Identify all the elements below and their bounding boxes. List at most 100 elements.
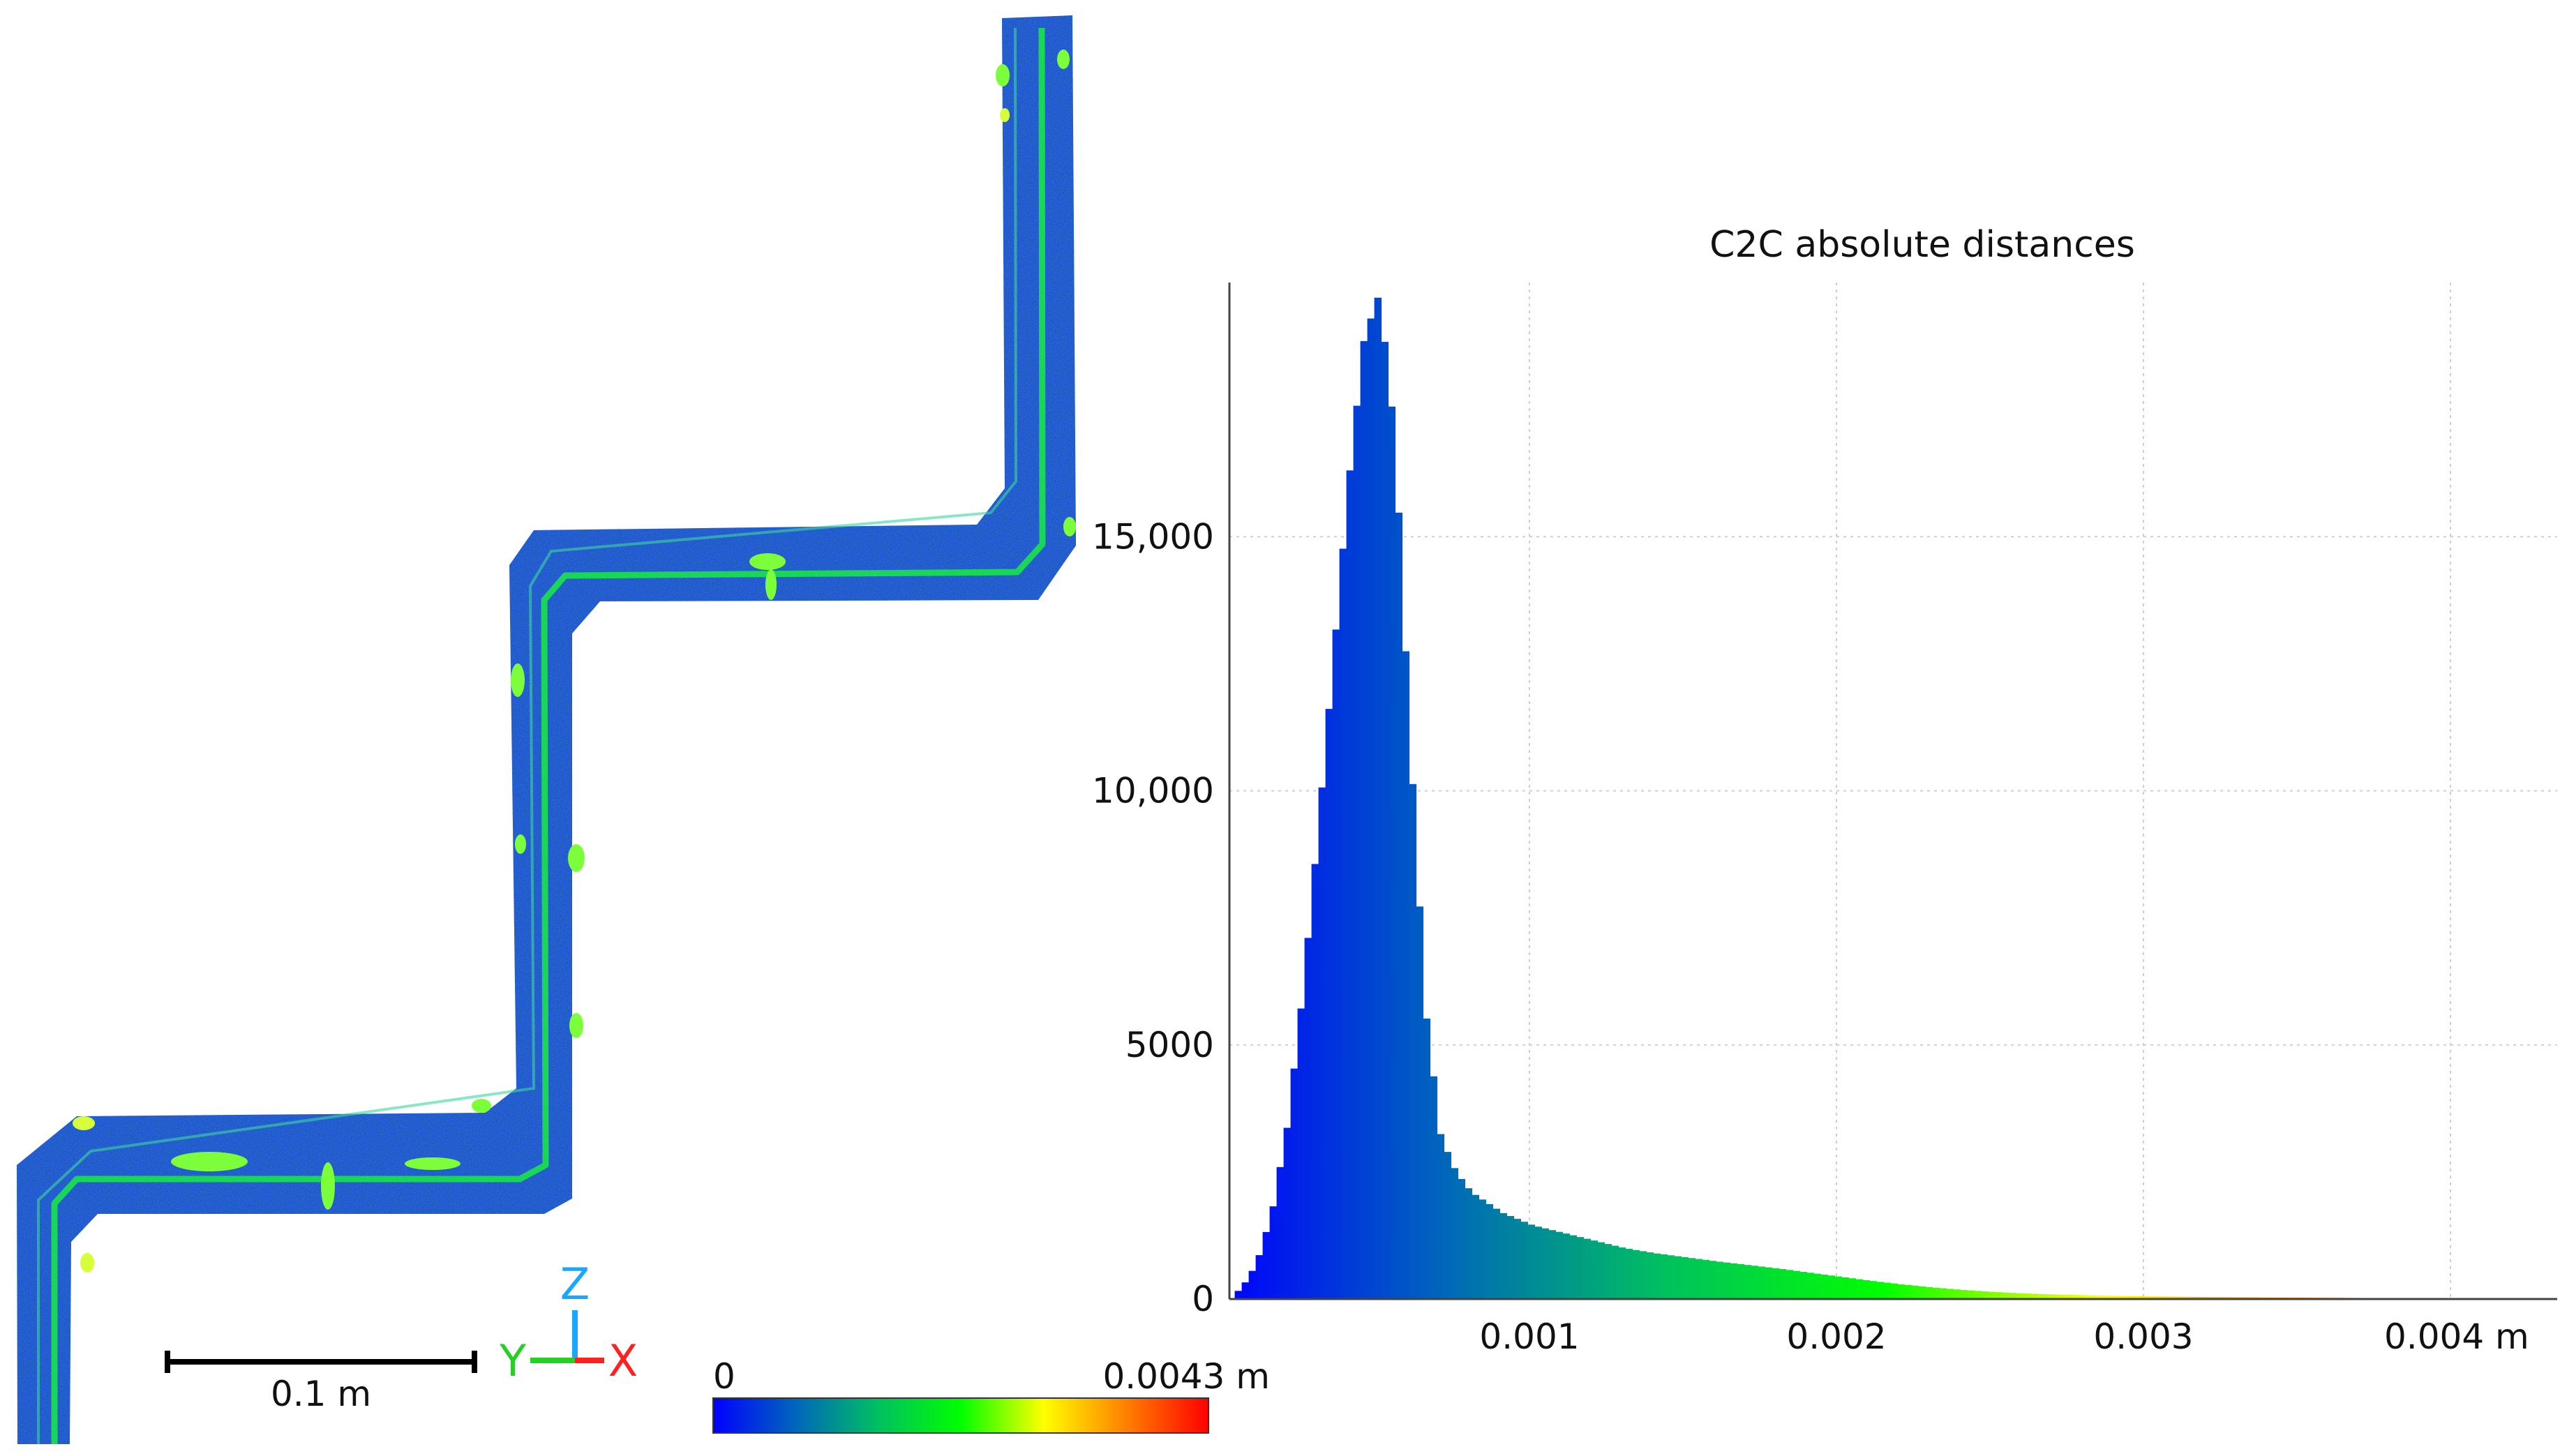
histogram-bar — [1409, 783, 1417, 1299]
x-tick-label: 0.003 — [2093, 1316, 2193, 1357]
histogram-bar — [1862, 1279, 1871, 1299]
histogram-bar — [1374, 297, 1382, 1299]
histogram-bar — [1437, 1134, 1445, 1299]
histogram-bar — [2065, 1294, 2073, 1299]
histogram-bar — [1255, 1255, 1264, 1299]
histogram-bar — [1967, 1290, 1975, 1299]
axis-z-letter: Z — [560, 1259, 590, 1309]
histogram-bar — [1485, 1203, 1494, 1299]
histogram-bar — [1827, 1275, 1836, 1299]
color-scale-max-label: 0.0043 m — [1102, 1356, 1270, 1397]
histogram-bar — [1541, 1228, 1550, 1299]
histogram-bar — [1723, 1262, 1731, 1299]
histogram-bar — [1479, 1199, 1487, 1299]
histogram-bar — [1737, 1263, 1745, 1299]
histogram-bar — [2183, 1296, 2192, 1299]
track-hotspots — [73, 50, 1076, 1273]
histogram-bar — [1562, 1233, 1571, 1299]
histogram-bar — [1492, 1208, 1501, 1299]
histogram-bar — [1576, 1237, 1585, 1299]
histogram-bar — [1674, 1256, 1682, 1299]
histogram-bar — [1590, 1240, 1599, 1299]
histogram-chart: C2C absolute distances 0 5000 10,000 15,000… — [1092, 224, 2557, 1357]
histogram-bar — [2141, 1296, 2150, 1299]
histogram-bar — [1702, 1259, 1710, 1299]
histogram-bar — [2023, 1293, 2031, 1299]
histogram-bar — [1960, 1289, 1968, 1299]
histogram-bar — [1360, 340, 1368, 1299]
axis-triad: Z Y X — [499, 1259, 638, 1386]
histogram-bar — [1597, 1242, 1605, 1299]
histogram-bar — [1262, 1231, 1271, 1299]
histogram-bar — [1395, 512, 1403, 1300]
histogram-bar — [1876, 1282, 1885, 1299]
histogram-bar — [1890, 1283, 1899, 1299]
point-cloud-view[interactable] — [17, 15, 1076, 1444]
histogram-bar — [1241, 1282, 1250, 1299]
y-tick-label: 15,000 — [1092, 516, 1214, 557]
color-scale-bar — [712, 1397, 1209, 1434]
histogram-bar — [2009, 1293, 2017, 1299]
y-tick-label: 5000 — [1125, 1025, 1214, 1065]
color-scale-min-label: 0 — [713, 1356, 735, 1397]
histogram-bar — [1534, 1226, 1543, 1299]
histogram-bar — [2176, 1296, 2185, 1299]
histogram-bar — [1297, 1008, 1305, 1299]
histogram-bar — [1988, 1291, 1996, 1299]
histogram-bar — [1904, 1284, 1912, 1299]
histogram-bar — [1472, 1194, 1480, 1299]
histogram-bar — [1569, 1235, 1578, 1299]
histogram-bar — [1318, 787, 1326, 1299]
histogram-bar — [2120, 1296, 2129, 1299]
histogram-bar — [1660, 1254, 1668, 1299]
histogram-bar — [1855, 1279, 1864, 1299]
histogram-bar — [1632, 1249, 1640, 1299]
histogram-bar — [1283, 1127, 1292, 1299]
histogram-bar — [1939, 1288, 1947, 1299]
histogram-bar — [1744, 1265, 1752, 1299]
histogram-bar — [2044, 1294, 2052, 1299]
histogram-bar — [1339, 548, 1347, 1299]
histogram-bar — [1506, 1215, 1515, 1299]
histogram-bar — [1848, 1278, 1857, 1299]
histogram-bar — [1688, 1258, 1696, 1299]
histogram-bar — [2099, 1296, 2108, 1299]
histogram-bar — [1806, 1273, 1815, 1299]
histogram-bar — [1730, 1263, 1738, 1299]
histogram-bar — [1402, 651, 1410, 1299]
histogram-bar — [2058, 1294, 2066, 1299]
histogram-bar — [2148, 1296, 2157, 1299]
histogram-bar — [2190, 1296, 2199, 1299]
axis-y-letter: Y — [499, 1335, 526, 1386]
histogram-bar — [1513, 1219, 1522, 1299]
histogram-bar — [2072, 1295, 2080, 1299]
histogram-bar — [2169, 1296, 2178, 1299]
histogram-bar — [2051, 1294, 2059, 1299]
x-tick-labels: 0.001 0.002 0.003 0.004 m — [1479, 1316, 2529, 1357]
histogram-bar — [1911, 1285, 1919, 1299]
scale-bar: 0.1 m — [165, 1351, 477, 1414]
y-tick-label: 10,000 — [1092, 771, 1214, 811]
histogram-bar — [1346, 470, 1354, 1300]
chart-title: C2C absolute distances — [1709, 224, 2135, 266]
histogram-bar — [2093, 1295, 2101, 1299]
histogram-bar — [1709, 1261, 1717, 1299]
histogram-bar — [1416, 906, 1424, 1299]
histogram-bar — [1444, 1152, 1452, 1299]
histogram-bar — [1625, 1249, 1633, 1299]
histogram-bar — [1353, 405, 1361, 1299]
chart-bars — [1234, 297, 2520, 1300]
histogram-bar — [1681, 1256, 1689, 1299]
histogram-bar — [1604, 1244, 1612, 1299]
histogram-bar — [1716, 1261, 1724, 1299]
histogram-bar — [1772, 1268, 1780, 1299]
histogram-bar — [1974, 1291, 1982, 1299]
histogram-bar — [1527, 1224, 1536, 1299]
histogram-bar — [1883, 1282, 1892, 1299]
histogram-bar — [1311, 864, 1319, 1299]
histogram-bar — [1465, 1188, 1473, 1299]
histogram-bar — [1932, 1287, 1940, 1299]
histogram-bar — [2127, 1296, 2136, 1299]
histogram-bar — [1367, 318, 1375, 1300]
histogram-bar — [2197, 1296, 2206, 1299]
